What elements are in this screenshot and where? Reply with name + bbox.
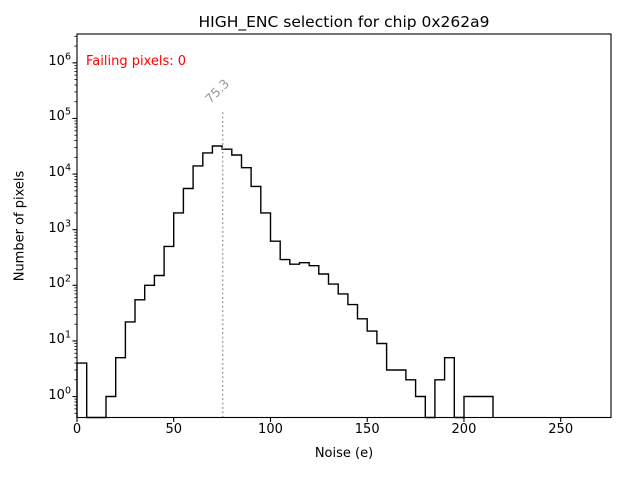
x-tick-label: 150	[354, 422, 380, 437]
y-tick-label: 106	[48, 51, 71, 69]
y-tick-label: 103	[48, 218, 71, 236]
x-axis-label: Noise (e)	[314, 446, 374, 461]
histogram-path	[76, 145, 494, 419]
y-tick-label: 104	[48, 162, 71, 181]
x-tick-label: 200	[451, 422, 477, 437]
x-tick-label: 100	[258, 422, 283, 437]
y-tick-label: 100	[48, 385, 71, 403]
y-tick-label: 102	[48, 273, 71, 292]
failing-pixels-text: Failing pixels: 0	[86, 54, 187, 69]
x-tick-label: 50	[165, 422, 183, 437]
x-tick-label: 250	[548, 422, 574, 437]
chart-title: HIGH_ENC selection for chip 0x262a9	[198, 13, 490, 31]
axes-frame	[76, 33, 612, 419]
x-tick-label: 0	[72, 422, 82, 437]
y-tick-label: 101	[48, 329, 71, 347]
y-tick-label: 105	[48, 107, 71, 125]
